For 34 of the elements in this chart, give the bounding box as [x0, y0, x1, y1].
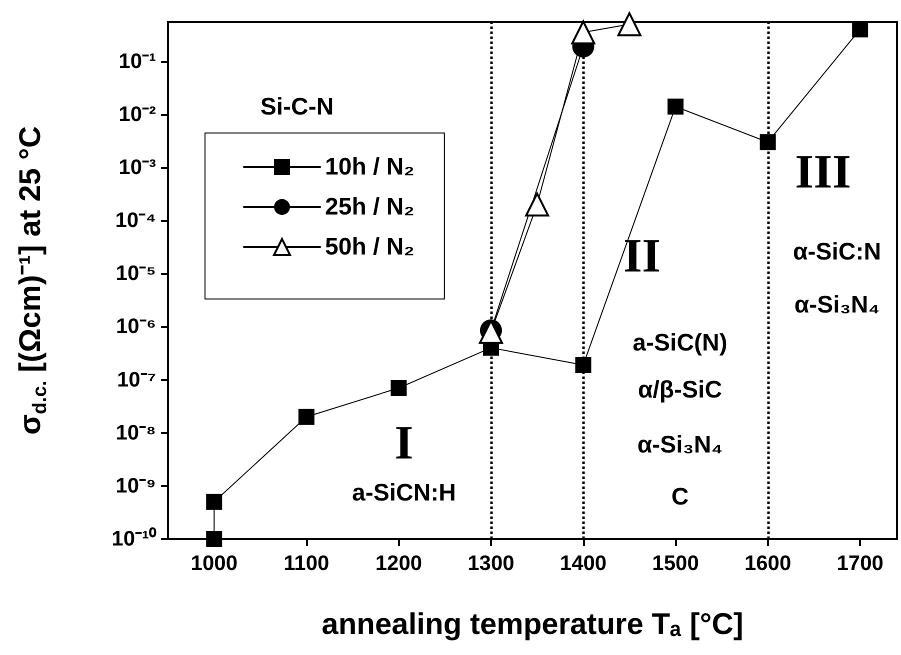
y-axis-title: σd.c. [(Ωcm)⁻¹] at 25 °C — [14, 126, 51, 435]
x-tick-label: 1500 — [652, 552, 699, 575]
y-tick-label: 10⁻⁹ — [116, 474, 156, 498]
x-axis-title: annealing temperature Tₐ [°C] — [322, 608, 744, 641]
annotation: α-Si₃N₄ — [637, 432, 723, 458]
annotation: C — [671, 484, 689, 510]
x-tick-label: 1600 — [744, 552, 792, 575]
annotation: I — [394, 416, 414, 470]
legend-label: 50h / N₂ — [325, 234, 414, 260]
y-tick-label: 10⁻³ — [118, 156, 156, 179]
y-tick-label: 10⁻¹⁰ — [112, 526, 157, 550]
y-tick-label: 10⁻⁸ — [116, 421, 156, 444]
y-tick-label: 10⁻⁵ — [116, 262, 156, 286]
annotation: a-SiCN:H — [352, 480, 456, 506]
y-tick-label: 10⁻⁶ — [116, 315, 156, 338]
legend-label: 25h / N₂ — [325, 194, 414, 220]
x-tick-label: 1300 — [468, 552, 514, 575]
x-tick-label: 1400 — [560, 552, 607, 575]
annotation: α/β-SiC — [638, 376, 722, 404]
y-tick-label: 10⁻⁷ — [116, 368, 156, 392]
x-tick-label: 1000 — [190, 552, 238, 575]
legend-label: 10h / N₂ — [325, 154, 414, 180]
x-tick-label: 1700 — [836, 552, 884, 575]
x-tick-label: 1200 — [375, 552, 422, 575]
annotation: a-SiC(N) — [632, 330, 728, 356]
annotation: α-Si₃N₄ — [794, 292, 880, 318]
annotation: α-SiC:N — [792, 238, 882, 266]
annotation: III — [794, 146, 852, 198]
annotation: II — [623, 230, 661, 282]
x-tick-label: 1100 — [284, 552, 330, 575]
y-tick-label: 10⁻² — [118, 102, 156, 126]
y-tick-label: 10⁻¹ — [118, 50, 156, 73]
y-tick-label: 10⁻⁴ — [115, 209, 156, 232]
annotation: Si-C-N — [260, 94, 334, 120]
